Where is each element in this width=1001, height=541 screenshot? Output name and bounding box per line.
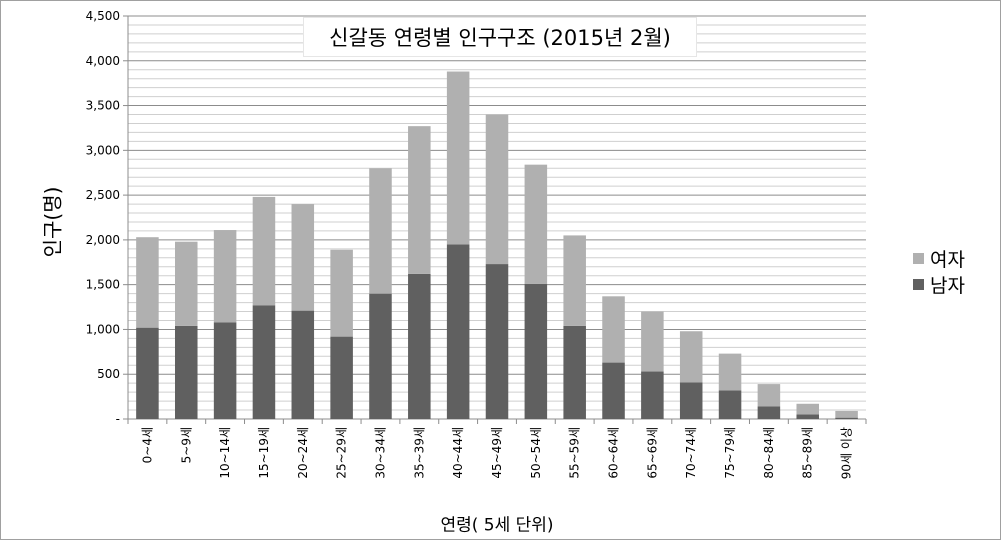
legend-item-female: 여자 bbox=[913, 245, 965, 271]
y-tick-label: 4,000 bbox=[86, 54, 120, 68]
bar-male bbox=[563, 325, 586, 419]
bar-female bbox=[835, 410, 858, 418]
y-tick-label: 4,500 bbox=[86, 9, 120, 23]
bar-female bbox=[369, 168, 392, 294]
bar-male bbox=[485, 264, 509, 419]
bar-female bbox=[446, 71, 470, 245]
x-tick-label: 30~34세 bbox=[373, 427, 387, 479]
bar-male bbox=[718, 390, 742, 419]
bar-female bbox=[796, 403, 820, 415]
bar-male bbox=[408, 273, 431, 419]
y-tick-label: 3,000 bbox=[86, 143, 120, 157]
x-tick-label: 50~54세 bbox=[529, 427, 543, 479]
x-tick-label: 65~69세 bbox=[645, 427, 659, 479]
y-tick-label: - bbox=[116, 412, 120, 426]
bar-female bbox=[679, 331, 703, 383]
bar-female bbox=[757, 384, 781, 407]
x-tick-label: 45~49세 bbox=[490, 427, 504, 479]
chart-title-box: 신갈동 연령별 인구구조 (2015년 2월) bbox=[303, 17, 697, 57]
y-tick-label: 2,000 bbox=[86, 233, 120, 247]
bar-male bbox=[641, 371, 664, 419]
bar-male bbox=[174, 325, 198, 419]
chart-title: 신갈동 연령별 인구구조 (2015년 2월) bbox=[329, 26, 671, 50]
x-tick-label: 90세 이상 bbox=[840, 427, 854, 479]
bar-female bbox=[602, 296, 625, 363]
y-tick-label: 3,500 bbox=[86, 99, 120, 113]
bar-male bbox=[524, 283, 548, 419]
bar-male bbox=[602, 362, 625, 419]
y-tick-label: 2,500 bbox=[86, 188, 120, 202]
y-tick-label: 500 bbox=[97, 367, 120, 381]
bar-male bbox=[835, 417, 858, 419]
bar-male bbox=[679, 382, 703, 419]
bar-female bbox=[213, 230, 237, 323]
x-tick-label: 10~14세 bbox=[218, 427, 232, 479]
x-tick-label: 55~59세 bbox=[568, 427, 582, 479]
x-tick-label: 75~79세 bbox=[723, 427, 737, 479]
bar-female bbox=[291, 204, 315, 311]
bar-male bbox=[213, 322, 237, 419]
bar-female bbox=[252, 196, 276, 306]
bar-female bbox=[174, 241, 198, 326]
bar-female bbox=[136, 237, 159, 328]
legend-label-male: 남자 bbox=[930, 274, 965, 297]
y-tick-label: 1,500 bbox=[86, 278, 120, 292]
bar-female bbox=[524, 164, 548, 284]
y-tick-label: 1,000 bbox=[86, 322, 120, 336]
x-tick-label: 35~39세 bbox=[412, 427, 426, 479]
x-tick-label: 80~84세 bbox=[762, 427, 776, 479]
x-tick-label: 0~4세 bbox=[140, 427, 154, 463]
bar-male bbox=[369, 293, 392, 419]
bar-female bbox=[641, 311, 664, 372]
bar-male bbox=[757, 406, 781, 419]
x-tick-label: 5~9세 bbox=[179, 427, 193, 463]
bar-female bbox=[408, 126, 431, 274]
x-tick-label: 70~74세 bbox=[684, 427, 698, 479]
x-tick-label: 60~64세 bbox=[607, 427, 621, 479]
bar-female bbox=[563, 235, 586, 326]
x-tick-label: 25~29세 bbox=[335, 427, 349, 479]
y-axis-label: 인구(명) bbox=[40, 186, 65, 258]
x-tick-label: 40~44세 bbox=[451, 427, 465, 479]
legend: 여자 남자 bbox=[913, 245, 965, 297]
bar-male bbox=[136, 327, 159, 419]
x-axis-label: 연령( 5세 단위) bbox=[440, 515, 554, 536]
x-tick-label: 20~24세 bbox=[296, 427, 310, 479]
x-tick-label: 85~89세 bbox=[801, 427, 815, 479]
legend-label-female: 여자 bbox=[930, 248, 965, 271]
bar-female bbox=[330, 249, 353, 337]
bar-female bbox=[718, 353, 742, 391]
bar-male bbox=[796, 414, 820, 419]
bar-female bbox=[485, 114, 509, 265]
bar-male bbox=[446, 244, 470, 419]
legend-swatch-male bbox=[913, 278, 924, 290]
legend-swatch-female bbox=[913, 252, 924, 264]
bar-male bbox=[291, 310, 315, 419]
x-tick-label: 15~19세 bbox=[257, 427, 271, 479]
bar-male bbox=[330, 336, 353, 419]
legend-item-male: 남자 bbox=[913, 271, 965, 297]
bar-male bbox=[252, 305, 276, 419]
